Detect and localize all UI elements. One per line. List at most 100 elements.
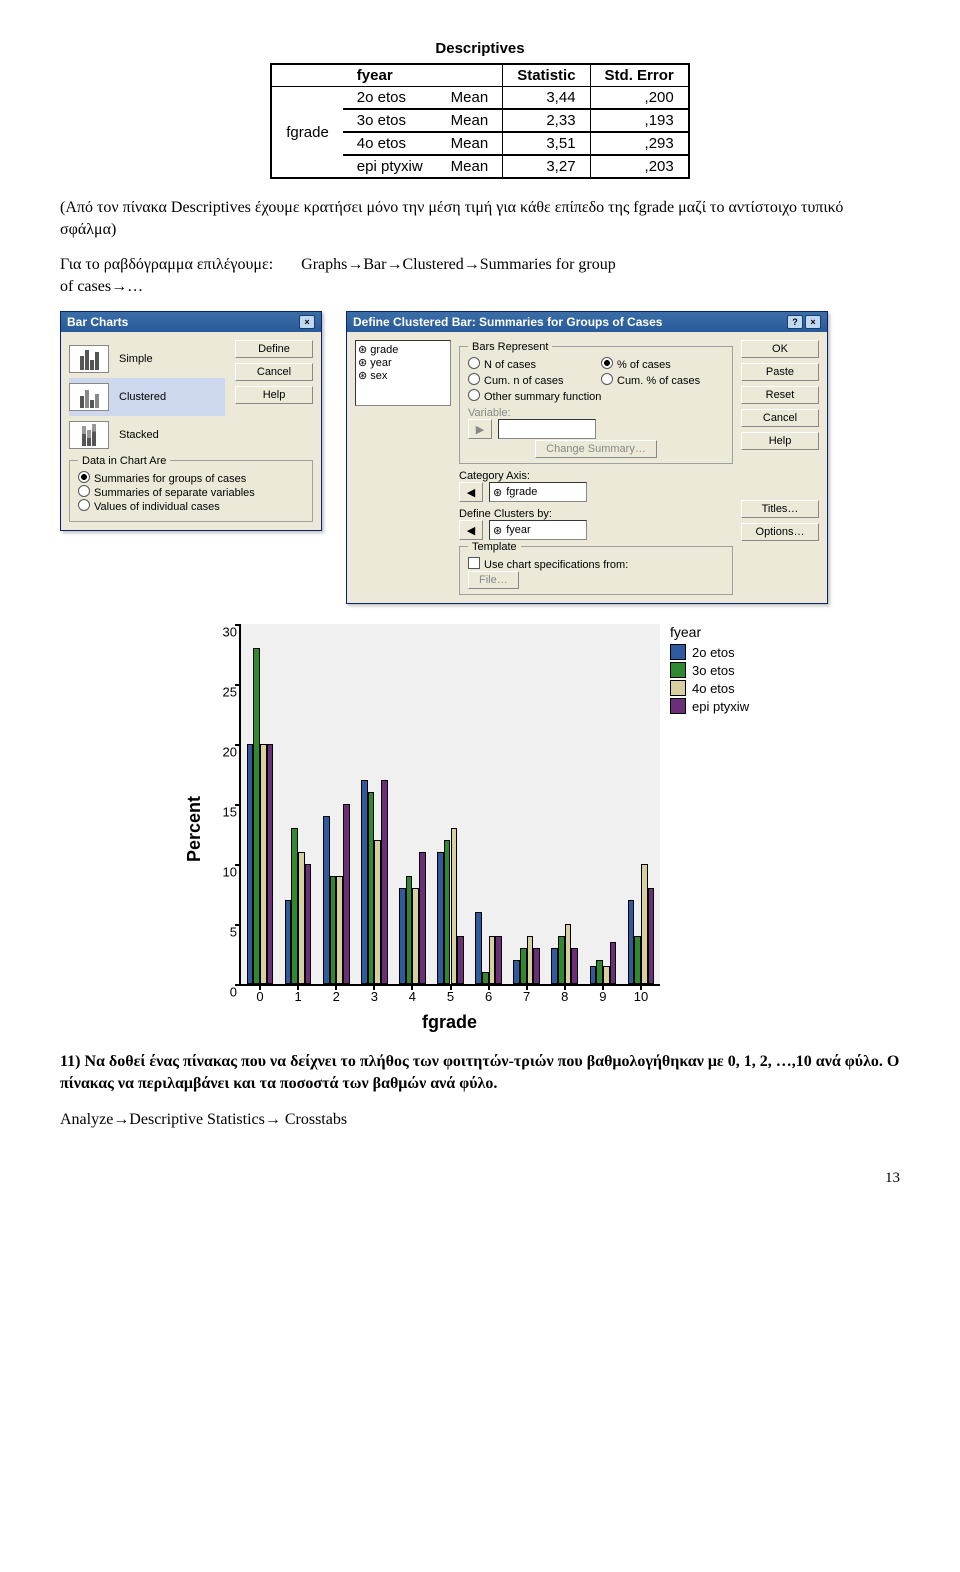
variable-list[interactable]: ⊛ grade ⊛ year ⊛ sex <box>355 340 451 406</box>
bar <box>527 936 534 984</box>
data-in-chart-group: Data in Chart Are Summaries for groups o… <box>69 460 313 522</box>
bar <box>399 888 406 984</box>
bar <box>374 840 381 984</box>
bar <box>343 804 350 984</box>
bar <box>628 900 635 984</box>
r-n-cases[interactable]: N of cases <box>468 357 591 371</box>
variable-field <box>498 419 596 439</box>
r-other[interactable]: Other summary function <box>468 389 724 403</box>
bar <box>368 792 375 984</box>
define-button[interactable]: Define <box>235 340 313 358</box>
r-cum-n[interactable]: Cum. n of cases <box>468 373 591 387</box>
bar <box>520 948 527 984</box>
bar <box>361 780 368 984</box>
y-axis-label: Percent <box>180 624 205 1033</box>
bar <box>419 852 426 984</box>
move-to-variable-arrow: ▶ <box>468 419 492 439</box>
file-button: File… <box>468 571 519 589</box>
paragraph-1: (Από τον πίνακα Descriptives έχουμε κρατ… <box>60 197 900 240</box>
r-cum-pct[interactable]: Cum. % of cases <box>601 373 724 387</box>
bar <box>641 864 648 984</box>
bar <box>571 948 578 984</box>
help-button-2[interactable]: Help <box>741 432 819 450</box>
x-axis-label: fgrade <box>239 1012 660 1033</box>
ok-button[interactable]: OK <box>741 340 819 358</box>
chart-legend: fyear 2o etos3o etos4o etosepi ptyxiw <box>670 624 780 716</box>
use-chart-spec-check[interactable]: Use chart specifications from: <box>468 557 724 571</box>
bar <box>247 744 254 984</box>
simple-bars-icon <box>69 345 109 373</box>
analyze-line: Analyze→Descriptive Statistics→ Crosstab… <box>60 1109 900 1131</box>
bar <box>323 816 330 984</box>
titles-button[interactable]: Titles… <box>741 500 819 518</box>
bar <box>305 864 312 984</box>
stacked-bars-icon <box>69 421 109 449</box>
bar <box>610 942 617 984</box>
bar <box>451 828 458 984</box>
legend-item: epi ptyxiw <box>670 698 780 714</box>
change-summary-button: Change Summary… <box>535 440 657 458</box>
chart-type-simple[interactable]: Simple <box>69 340 225 378</box>
bars-represent-group: Bars Represent N of cases % of cases Cum… <box>459 346 733 464</box>
options-button[interactable]: Options… <box>741 523 819 541</box>
cancel-button-2[interactable]: Cancel <box>741 409 819 427</box>
bar <box>634 936 641 984</box>
bar <box>482 972 489 984</box>
bar <box>330 876 337 984</box>
legend-item: 2o etos <box>670 644 780 660</box>
legend-item: 4o etos <box>670 680 780 696</box>
reset-button[interactable]: Reset <box>741 386 819 404</box>
opt-values-individual[interactable]: Values of individual cases <box>78 499 304 513</box>
bar <box>551 948 558 984</box>
paste-button[interactable]: Paste <box>741 363 819 381</box>
bar <box>457 936 464 984</box>
paragraph-2: Για το ραβδόγραμμα επιλέγουμε: Graphs→Ba… <box>60 254 900 297</box>
bar <box>253 648 260 984</box>
bar <box>533 948 540 984</box>
clustered-bar-chart: Percent fyear 2o etos3o etos4o etosepi p… <box>180 624 780 1033</box>
cancel-button[interactable]: Cancel <box>235 363 313 381</box>
define-clustered-titlebar: Define Clustered Bar: Summaries for Grou… <box>347 312 827 332</box>
bar <box>590 966 597 984</box>
bar <box>565 924 572 984</box>
template-group: Template Use chart specifications from: … <box>459 546 733 595</box>
move-to-category-arrow[interactable]: ◀ <box>459 482 483 502</box>
barcharts-dialog: Bar Charts × Simple Clustered Stacked <box>60 311 322 531</box>
cluster-field[interactable]: ⊛ fyear <box>489 520 587 540</box>
bar <box>648 888 655 984</box>
bar <box>558 936 565 984</box>
bar <box>260 744 267 984</box>
clustered-bars-icon <box>69 383 109 411</box>
bar <box>298 852 305 984</box>
move-to-cluster-arrow[interactable]: ◀ <box>459 520 483 540</box>
bar <box>406 876 413 984</box>
barcharts-titlebar: Bar Charts × <box>61 312 321 332</box>
help-button[interactable]: Help <box>235 386 313 404</box>
page-number: 13 <box>60 1170 900 1187</box>
question-11: 11) Να δοθεί ένας πίνακας που να δείχνει… <box>60 1051 900 1094</box>
bar <box>444 840 451 984</box>
bar <box>489 936 496 984</box>
bar <box>475 912 482 984</box>
bar <box>336 876 343 984</box>
close-icon[interactable]: × <box>299 315 315 329</box>
help-icon[interactable]: ? <box>787 315 803 329</box>
chart-type-clustered[interactable]: Clustered <box>69 378 225 416</box>
descriptives-table: fyear Statistic Std. Error fgrade 2o eto… <box>270 63 689 179</box>
bar <box>437 852 444 984</box>
opt-summaries-variables[interactable]: Summaries of separate variables <box>78 485 304 499</box>
descriptives-title: Descriptives <box>60 40 900 57</box>
bar <box>381 780 388 984</box>
bar <box>596 960 603 984</box>
bar <box>267 744 274 984</box>
r-pct-cases[interactable]: % of cases <box>601 357 724 371</box>
define-clustered-dialog: Define Clustered Bar: Summaries for Grou… <box>346 311 828 604</box>
bar <box>291 828 298 984</box>
category-axis-field[interactable]: ⊛ fgrade <box>489 482 587 502</box>
bar <box>412 888 419 984</box>
bar <box>495 936 502 984</box>
close-icon[interactable]: × <box>805 315 821 329</box>
opt-summaries-groups[interactable]: Summaries for groups of cases <box>78 471 304 485</box>
bar <box>513 960 520 984</box>
chart-type-stacked[interactable]: Stacked <box>69 416 225 454</box>
